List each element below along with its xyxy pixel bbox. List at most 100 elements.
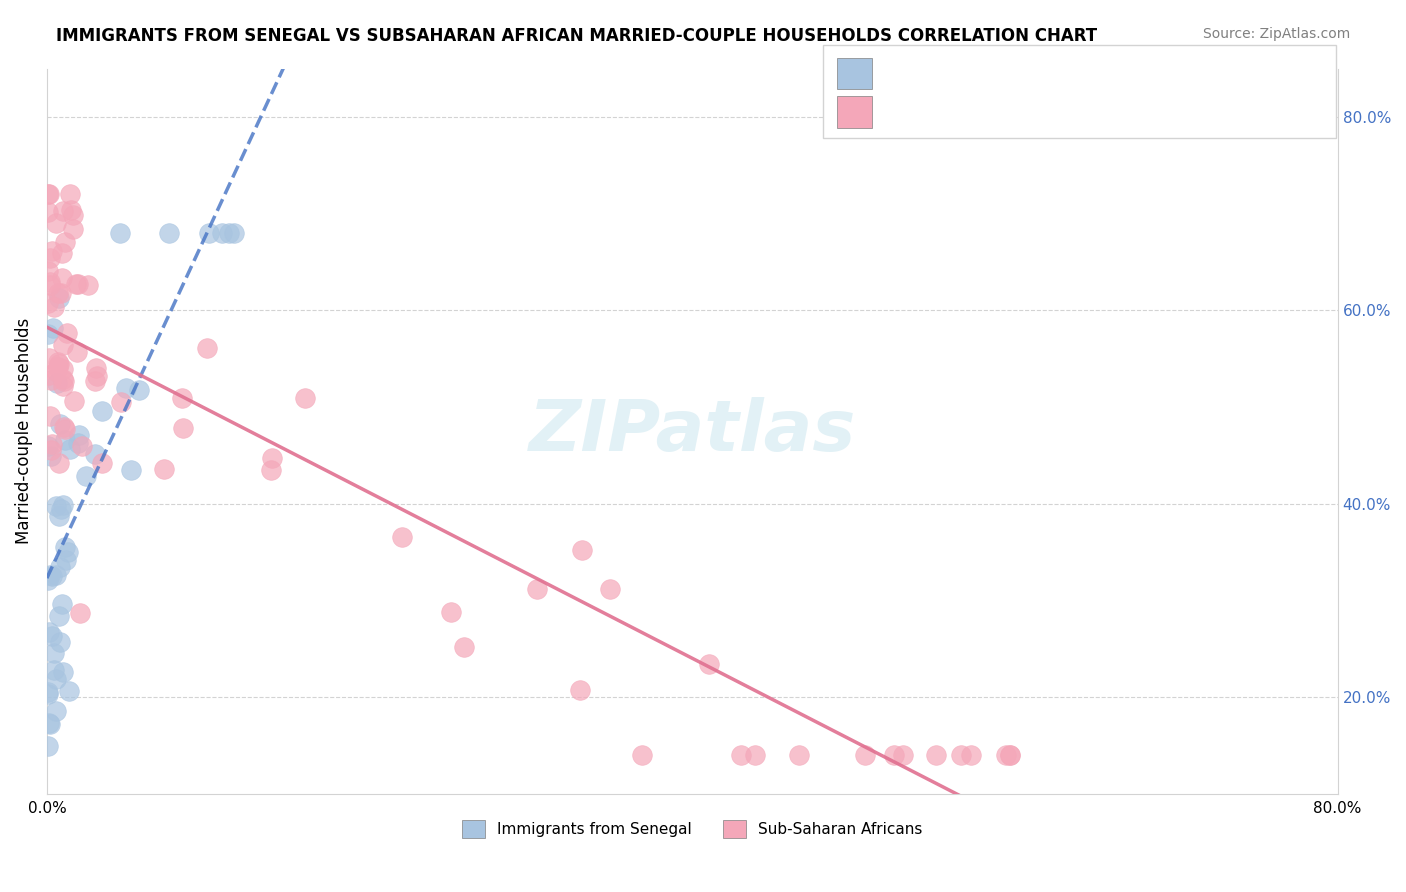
Point [37, 187, 59, 202]
Point [170, 391, 193, 405]
Point [42, 321, 65, 335]
Point [44, 646, 66, 660]
Point [440, 605, 463, 619]
Point [51, 245, 73, 260]
Point [925, 748, 948, 763]
Y-axis label: Married-couple Households: Married-couple Households [15, 318, 32, 544]
Point [48, 291, 70, 305]
Text: R = -0.143  N = 80: R = -0.143 N = 80 [872, 103, 1043, 120]
Point [45, 673, 67, 687]
Point [62, 221, 84, 235]
Point [52, 420, 75, 434]
Point [67, 427, 90, 442]
Point [211, 226, 233, 240]
Point [37, 439, 59, 453]
Point [42, 300, 65, 314]
Point [76, 278, 98, 293]
Point [46, 359, 69, 374]
Point [66, 436, 89, 450]
Point [38, 187, 60, 202]
Point [48, 456, 70, 470]
Point [453, 640, 475, 655]
Point [110, 395, 132, 409]
Point [45, 499, 67, 513]
Point [224, 226, 246, 240]
Point [59, 203, 82, 218]
Point [59, 442, 82, 456]
Point [51, 597, 73, 611]
Point [75, 468, 97, 483]
Point [697, 657, 720, 671]
Point [198, 226, 221, 240]
Point [63, 393, 86, 408]
Point [38, 368, 60, 382]
Point [53, 235, 76, 249]
Point [120, 462, 142, 476]
Point [599, 582, 621, 597]
Point [1000, 748, 1022, 763]
Point [960, 748, 983, 763]
Point [37, 687, 59, 701]
Point [39, 442, 62, 457]
Point [53, 374, 76, 388]
Point [41, 569, 63, 583]
Point [37, 264, 59, 278]
Point [39, 275, 62, 289]
Text: R = 0.092   N = 51: R = 0.092 N = 51 [872, 62, 1042, 80]
Point [195, 341, 218, 355]
Bar [823, 45, 1336, 138]
Point [39, 277, 62, 292]
Point [52, 371, 75, 385]
Point [84, 374, 107, 388]
Point [48, 559, 70, 574]
Point [730, 748, 752, 763]
Point [294, 391, 316, 405]
Point [84, 447, 107, 461]
Point [41, 437, 63, 451]
Point [69, 606, 91, 620]
Point [152, 462, 174, 476]
Point [994, 748, 1017, 763]
Point [38, 625, 60, 640]
Point [52, 203, 75, 218]
Text: ZIPatlas: ZIPatlas [529, 397, 856, 466]
Text: Source: ZipAtlas.com: Source: ZipAtlas.com [1202, 27, 1350, 41]
Point [38, 351, 60, 366]
Point [48, 609, 70, 624]
Point [39, 251, 62, 265]
Point [56, 545, 79, 559]
Point [46, 286, 69, 301]
Point [46, 354, 69, 368]
Point [391, 530, 413, 544]
Point [49, 634, 72, 648]
Point [91, 456, 114, 470]
Point [157, 226, 180, 240]
Point [55, 553, 77, 567]
Point [46, 376, 69, 390]
Point [52, 362, 75, 376]
Point [56, 326, 79, 341]
Point [52, 498, 75, 512]
Point [569, 682, 592, 697]
Point [45, 363, 67, 377]
Point [45, 215, 67, 229]
Point [38, 715, 60, 730]
Point [45, 704, 67, 718]
Point [39, 717, 62, 731]
Point [45, 568, 67, 582]
Point [526, 582, 548, 597]
Point [744, 748, 766, 763]
Point [998, 748, 1021, 763]
Point [37, 739, 59, 753]
Point [53, 540, 76, 554]
Point [949, 748, 972, 763]
Point [52, 337, 75, 351]
Point [53, 422, 76, 436]
Point [49, 417, 72, 431]
Point [38, 568, 60, 582]
Point [571, 542, 593, 557]
Point [62, 208, 84, 222]
Point [883, 748, 905, 763]
Point [37, 295, 59, 310]
Point [51, 501, 73, 516]
